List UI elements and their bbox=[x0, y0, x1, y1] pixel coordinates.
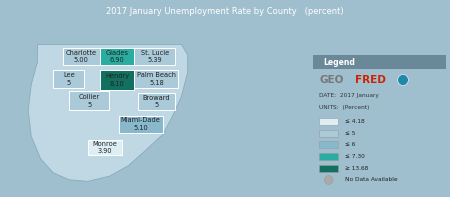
Bar bbox=[320, 130, 338, 137]
Text: ≤ 6: ≤ 6 bbox=[345, 142, 355, 147]
Text: No Data Available: No Data Available bbox=[345, 177, 397, 182]
Text: Hendry
8.10: Hendry 8.10 bbox=[105, 73, 129, 87]
Text: ≤ 4.18: ≤ 4.18 bbox=[345, 119, 364, 124]
Text: St. Lucie
5.39: St. Lucie 5.39 bbox=[141, 50, 169, 63]
Text: Broward
5: Broward 5 bbox=[143, 95, 170, 108]
Bar bbox=[320, 165, 338, 172]
Circle shape bbox=[398, 74, 408, 85]
Bar bbox=[53, 71, 85, 88]
Polygon shape bbox=[28, 45, 188, 181]
Text: Monroe
3.90: Monroe 3.90 bbox=[92, 141, 117, 154]
Text: UNITS:  (Percent): UNITS: (Percent) bbox=[320, 105, 370, 110]
Text: Legend: Legend bbox=[324, 58, 355, 67]
Bar bbox=[320, 118, 338, 125]
Bar bbox=[135, 48, 175, 65]
Bar bbox=[63, 48, 100, 65]
Text: FRED: FRED bbox=[355, 75, 386, 85]
Bar bbox=[100, 71, 135, 89]
Bar bbox=[69, 91, 109, 110]
Bar bbox=[100, 48, 135, 65]
Text: Palm Beach
5.18: Palm Beach 5.18 bbox=[137, 72, 176, 86]
Text: ≤ 7.30: ≤ 7.30 bbox=[345, 154, 364, 159]
Text: Miami-Dade
5.10: Miami-Dade 5.10 bbox=[121, 117, 161, 131]
Bar bbox=[135, 71, 178, 88]
Text: Glades
6.90: Glades 6.90 bbox=[106, 50, 129, 63]
Text: Charlotte
5.00: Charlotte 5.00 bbox=[66, 50, 97, 63]
Bar bbox=[119, 115, 162, 133]
Text: DATE:  2017 January: DATE: 2017 January bbox=[320, 93, 379, 98]
Text: GEO: GEO bbox=[320, 75, 344, 85]
Circle shape bbox=[324, 176, 333, 184]
Bar bbox=[320, 153, 338, 160]
Text: 2017 January Unemployment Rate by County   (percent): 2017 January Unemployment Rate by County… bbox=[106, 7, 344, 16]
Bar bbox=[138, 93, 175, 110]
Bar bbox=[313, 55, 446, 69]
Text: ≥ 13.68: ≥ 13.68 bbox=[345, 166, 368, 171]
Bar bbox=[88, 140, 122, 155]
Text: ≤ 5: ≤ 5 bbox=[345, 131, 355, 136]
Text: Lee
5: Lee 5 bbox=[63, 72, 75, 86]
Text: Collier
5: Collier 5 bbox=[78, 94, 100, 108]
Bar bbox=[320, 141, 338, 148]
